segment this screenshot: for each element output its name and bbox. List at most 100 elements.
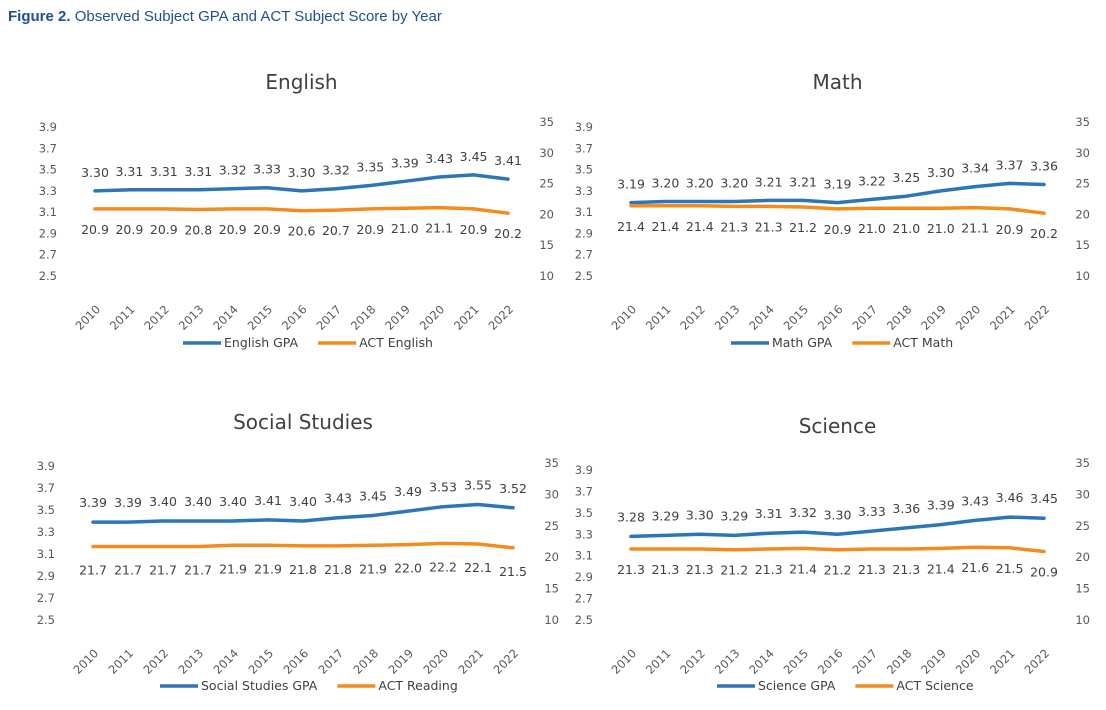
- gpa-series-line: [629, 181, 1046, 205]
- gpa-data-label: 3.31: [755, 506, 783, 521]
- x-axis-tick: 2011: [643, 646, 674, 677]
- x-axis-tick: 2021: [987, 646, 1018, 677]
- figure-caption-text: Observed Subject GPA and ACT Subject Sco…: [74, 8, 442, 25]
- x-axis-tick: 2021: [456, 646, 487, 677]
- left-axis-tick: 3.9: [37, 459, 55, 473]
- chart-title-0: English: [265, 70, 337, 94]
- gpa-data-label: 3.45: [359, 489, 387, 504]
- right-axis-tick: 25: [544, 519, 559, 533]
- gpa-data-label: 3.20: [651, 176, 679, 191]
- x-axis-tick: 2012: [141, 646, 172, 677]
- x-axis-tick: 2012: [141, 302, 172, 333]
- act-data-label: 21.4: [617, 219, 645, 234]
- x-axis-tick: 2018: [884, 302, 915, 333]
- left-axis-tick: 3.7: [575, 484, 593, 498]
- x-axis-tick: 2016: [279, 302, 310, 333]
- left-axis-tick: 3.1: [575, 549, 593, 563]
- act-data-label: 20.9: [115, 222, 143, 237]
- act-data-label: 21.7: [79, 563, 107, 578]
- gpa-data-label: 3.20: [720, 176, 748, 191]
- act-data-label: 21.9: [219, 561, 247, 576]
- act-data-label: 21.3: [755, 562, 783, 577]
- act-data-label: 20.9: [81, 222, 109, 237]
- act-data-label: 21.1: [961, 221, 989, 236]
- left-axis-tick: 2.5: [575, 613, 593, 627]
- act-data-label: 21.3: [651, 562, 679, 577]
- gpa-data-label: 3.40: [149, 494, 177, 509]
- act-data-label: 20.9: [356, 222, 384, 237]
- right-axis-tick: 35: [1075, 115, 1090, 129]
- gpa-data-label: 3.43: [425, 151, 453, 166]
- act-data-label: 21.2: [789, 220, 817, 235]
- x-axis-tick: 2022: [1022, 302, 1053, 333]
- x-axis-tick: 2011: [106, 646, 137, 677]
- gpa-data-label: 3.45: [1030, 491, 1058, 506]
- act-data-label: 21.3: [755, 219, 783, 234]
- right-axis-tick: 35: [1075, 456, 1090, 470]
- act-data-label: 20.2: [1030, 226, 1058, 241]
- left-axis-tick: 3.5: [575, 163, 593, 177]
- right-axis-tick: 10: [1075, 269, 1090, 283]
- act-series-line: [93, 205, 510, 215]
- x-axis-tick: 2014: [746, 646, 777, 677]
- x-axis-tick: 2019: [386, 646, 417, 677]
- left-axis-tick: 3.5: [575, 506, 593, 520]
- left-axis-tick: 3.9: [575, 120, 593, 134]
- left-axis-tick: 3.1: [575, 205, 593, 219]
- right-axis-tick: 10: [539, 269, 554, 283]
- x-axis-tick: 2010: [73, 302, 104, 333]
- gpa-data-label: 3.31: [115, 164, 143, 179]
- left-axis-tick: 3.3: [39, 184, 57, 198]
- gpa-data-label: 3.40: [219, 494, 247, 509]
- legend-label: ACT Science: [896, 678, 973, 693]
- x-axis-tick: 2014: [210, 302, 241, 333]
- x-axis-tick: 2017: [313, 302, 344, 333]
- act-data-label: 21.4: [789, 561, 817, 576]
- x-axis-tick: 2014: [211, 646, 242, 677]
- act-data-label: 21.9: [359, 561, 387, 576]
- right-axis-tick: 35: [539, 115, 554, 129]
- legend-label: ACT Math: [893, 335, 953, 350]
- act-data-label: 22.0: [394, 561, 422, 576]
- gpa-data-label: 3.39: [79, 495, 107, 510]
- x-axis-tick: 2019: [918, 646, 949, 677]
- left-axis-tick: 3.9: [39, 120, 57, 134]
- gpa-data-label: 3.45: [460, 149, 488, 164]
- act-data-label: 21.3: [617, 562, 645, 577]
- left-axis-tick: 3.3: [575, 527, 593, 541]
- gpa-data-label: 3.39: [114, 495, 142, 510]
- right-axis-tick: 25: [1075, 519, 1090, 533]
- act-data-label: 21.0: [892, 221, 920, 236]
- act-data-label: 21.5: [996, 561, 1024, 576]
- x-axis-tick: 2020: [953, 302, 984, 333]
- x-axis-tick: 2018: [348, 302, 379, 333]
- gpa-data-label: 3.30: [686, 507, 714, 522]
- act-series-line: [629, 545, 1046, 554]
- act-data-label: 21.5: [499, 564, 527, 579]
- act-data-label: 21.0: [927, 221, 955, 236]
- right-axis-tick: 30: [539, 146, 554, 160]
- x-axis-tick: 2016: [815, 646, 846, 677]
- right-axis-tick: 10: [1075, 613, 1090, 627]
- x-axis-tick: 2015: [245, 302, 276, 333]
- left-axis-tick: 2.5: [39, 269, 57, 283]
- figure-caption: Figure 2. Observed Subject GPA and ACT S…: [8, 8, 442, 25]
- act-data-label: 21.3: [720, 219, 748, 234]
- left-axis-tick: 3.1: [39, 205, 57, 219]
- x-axis-tick: 2022: [1022, 646, 1053, 677]
- legend-label: English GPA: [224, 335, 299, 350]
- chart-title-1: Math: [812, 70, 862, 94]
- act-data-label: 20.9: [824, 222, 852, 237]
- legend-label: ACT Reading: [378, 678, 457, 693]
- x-axis-tick: 2011: [643, 302, 674, 333]
- act-data-label: 21.3: [858, 562, 886, 577]
- figure-caption-prefix: Figure 2.: [8, 8, 71, 25]
- act-data-label: 21.3: [892, 562, 920, 577]
- right-axis-tick: 10: [544, 613, 559, 627]
- x-axis-tick: 2020: [421, 646, 452, 677]
- right-axis-tick: 25: [1075, 177, 1090, 191]
- right-axis-tick: 15: [1075, 238, 1090, 252]
- left-axis-tick: 2.7: [575, 248, 593, 262]
- x-axis-tick: 2013: [176, 646, 207, 677]
